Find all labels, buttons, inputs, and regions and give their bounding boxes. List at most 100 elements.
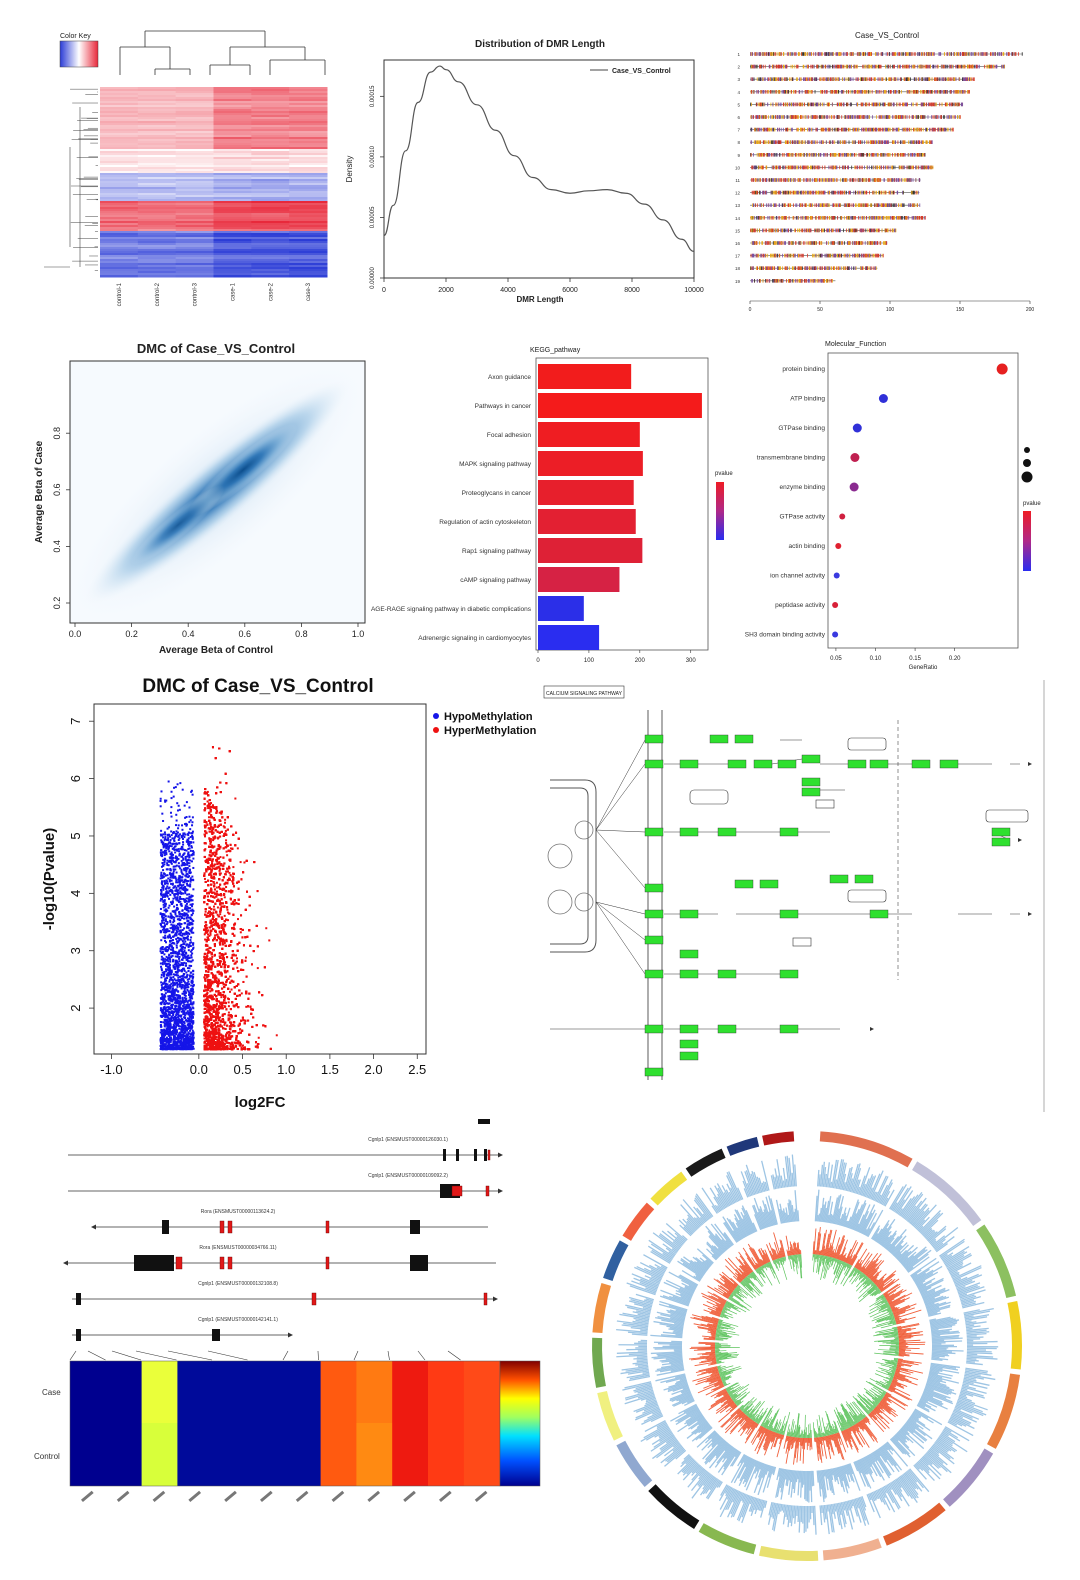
heatmap-cell bbox=[175, 133, 214, 136]
dmr-mark bbox=[839, 203, 841, 207]
dmr-mark bbox=[763, 52, 765, 56]
dmr-mark bbox=[771, 178, 773, 182]
dmr-mark bbox=[858, 203, 860, 207]
dmr-mark bbox=[857, 90, 859, 94]
dmr-mark bbox=[813, 165, 815, 170]
heatmap-cell bbox=[289, 141, 328, 144]
dmr-mark bbox=[833, 165, 835, 170]
dmr-mark bbox=[949, 52, 951, 56]
dmr-mark bbox=[788, 253, 790, 258]
dmr-mark bbox=[900, 216, 901, 220]
dmr-mark bbox=[911, 52, 913, 56]
dmr-mark bbox=[1002, 64, 1004, 69]
dmr-mark bbox=[881, 228, 883, 233]
dmr-mark bbox=[794, 178, 796, 182]
dmr-mark bbox=[875, 266, 877, 270]
dmr-mark bbox=[894, 90, 896, 94]
dmr-mark bbox=[888, 90, 889, 94]
dmr-mark bbox=[861, 140, 863, 144]
dmr-mark bbox=[849, 190, 850, 195]
dmr-mark bbox=[857, 190, 859, 195]
heatmap-cell bbox=[213, 269, 252, 272]
dmr-mark bbox=[831, 127, 833, 132]
heatmap-cell bbox=[100, 139, 139, 142]
dmr-mark bbox=[863, 253, 865, 258]
dmr-mark bbox=[964, 77, 966, 81]
dmr-mark bbox=[862, 77, 864, 81]
dmr-mark bbox=[822, 127, 824, 132]
dmr-mark bbox=[797, 253, 799, 258]
dmr-mark bbox=[852, 52, 854, 56]
dmr-mark bbox=[795, 190, 796, 195]
dmr-mark bbox=[916, 190, 918, 195]
heatmap-cell bbox=[100, 209, 139, 212]
dmr-mark bbox=[832, 127, 834, 132]
dmr-mark bbox=[917, 77, 919, 81]
dmr-mark bbox=[918, 127, 920, 132]
dmr-mark bbox=[929, 140, 931, 144]
dmr-mark bbox=[847, 241, 848, 245]
dmr-mark bbox=[891, 165, 893, 170]
dmr-mark bbox=[831, 190, 833, 195]
dmr-mark bbox=[838, 153, 840, 157]
dmr-mark bbox=[846, 253, 848, 258]
dmr-axis-ticks: 0 2000 4000 6000 8000 100000.000000.000050.00… bbox=[370, 85, 704, 294]
dmr-mark bbox=[921, 216, 923, 220]
heatmap-cell bbox=[289, 137, 328, 140]
dmr-mark bbox=[757, 102, 759, 107]
dmr-mark bbox=[769, 153, 771, 157]
dmr-mark bbox=[986, 52, 988, 56]
dmr-mark bbox=[885, 140, 887, 144]
dmr-mark bbox=[788, 228, 790, 233]
heatmap-cell bbox=[137, 95, 177, 98]
dmr-mark bbox=[781, 52, 783, 56]
dmr-mark bbox=[952, 64, 954, 69]
heatmap-cell bbox=[100, 157, 139, 160]
dmr-mark bbox=[751, 102, 752, 107]
heatmap-cell bbox=[289, 95, 328, 98]
dmr-mark bbox=[828, 52, 830, 56]
dmr-mark bbox=[917, 115, 919, 119]
dmr-mark bbox=[774, 203, 776, 207]
dmr-mark bbox=[851, 266, 852, 270]
dmr-mark bbox=[925, 77, 927, 81]
dmr-mark bbox=[941, 64, 943, 69]
dmr-mark bbox=[842, 178, 843, 182]
dmr-mark bbox=[822, 266, 823, 270]
heatmap-cell bbox=[175, 233, 214, 236]
heatmap-cell bbox=[251, 135, 290, 138]
dmr-mark bbox=[890, 203, 892, 207]
dmr-mark bbox=[833, 241, 835, 245]
heatmap-cell bbox=[251, 181, 290, 184]
dmr-mark bbox=[818, 190, 819, 195]
dmr-mark bbox=[909, 77, 911, 81]
dmr-mark bbox=[778, 64, 779, 69]
heatmap-cell bbox=[289, 113, 328, 116]
dmr-mark bbox=[757, 140, 759, 144]
dmr-mark bbox=[783, 203, 785, 207]
dmr-mark bbox=[799, 266, 800, 270]
dmr-mark bbox=[877, 203, 879, 207]
heatmap-cell bbox=[137, 213, 177, 216]
heatmap-cell bbox=[175, 271, 214, 274]
dmr-mark bbox=[843, 228, 844, 233]
dmr-mark bbox=[833, 153, 834, 157]
dmr-mark bbox=[859, 216, 861, 220]
heatmap-cell bbox=[100, 95, 139, 98]
dmr-mark bbox=[883, 216, 885, 220]
heatmap-cell bbox=[213, 185, 252, 188]
heatmap-cell bbox=[100, 165, 139, 168]
dmr-mark bbox=[758, 253, 759, 258]
dmr-mark bbox=[797, 102, 799, 107]
dmr-mark bbox=[802, 203, 803, 207]
dmr-mark bbox=[795, 153, 797, 157]
dmr-mark bbox=[870, 203, 871, 207]
dmr-mark bbox=[815, 178, 817, 182]
heatmap-cell bbox=[137, 159, 177, 162]
dmr-mark bbox=[807, 253, 808, 258]
dmr-mark bbox=[755, 241, 757, 245]
dmr-mark bbox=[771, 178, 772, 182]
dmr-mark bbox=[783, 190, 785, 195]
heatmap-cell bbox=[213, 141, 252, 144]
dmr-mark bbox=[926, 140, 927, 144]
